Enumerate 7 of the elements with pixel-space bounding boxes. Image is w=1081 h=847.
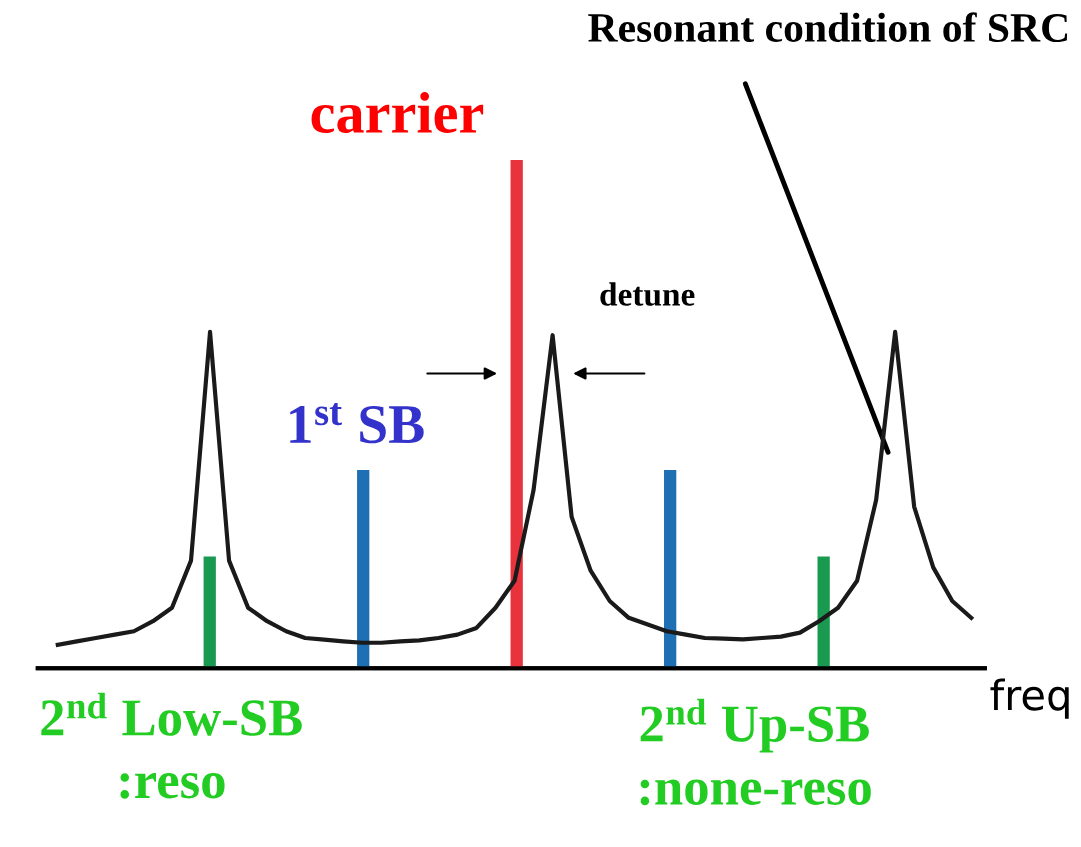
annotation: 1$^{st}$ SB	[290, 403, 424, 444]
annotation: detune	[600, 282, 695, 306]
x-axis-title: freq	[990, 678, 1069, 719]
text: 2$^{nd}$ Up-SB :none-reso	[640, 698, 871, 806]
text: Resonant condition of SRC	[588, 12, 1068, 43]
text: carrier	[311, 91, 484, 133]
text: 2$^{nd}$ Low-SB :reso	[41, 692, 302, 799]
